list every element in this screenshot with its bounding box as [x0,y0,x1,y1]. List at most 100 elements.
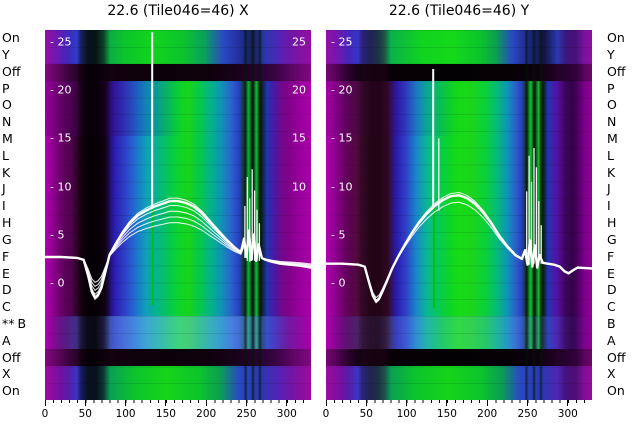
row-label-text: I [607,198,611,214]
row-label-text: B [17,315,27,331]
x-major-tick [446,400,448,406]
amp-tick-label-left: - 15 [50,131,72,145]
x-major-tick [406,400,408,406]
x-tick-label: 300 [276,408,297,420]
left-row-axis: On Y Off P O N M L K J I H G F E D C ** B A Off X On [0,30,45,400]
x-tick-label: 0 [41,408,49,420]
row-label-h-11: H [2,215,45,232]
pulse-trace-fan [326,201,592,299]
x-major-tick [286,400,288,406]
x-major-tick [84,400,86,406]
row-label-text: On [2,30,20,46]
row-label-text: O [2,97,12,113]
row-label-j-9: J [607,181,640,198]
row-label-text: E [607,265,615,281]
row-label-text: H [2,215,12,231]
row-label-h-11: H [607,215,640,232]
row-label-text: P [607,80,615,96]
row-label-text: H [607,215,617,231]
row-label-n-5: N [2,114,45,131]
row-label-text: J [2,181,6,197]
right-row-axis: On Y Off P O N M L K J I H G F E D C B A Off X On [607,30,640,400]
row-label-j-9: J [2,181,45,198]
row-label-d-15: D [607,282,640,299]
amp-tick-label-right: 20 [292,83,306,97]
row-flag-marker: ** [2,315,15,331]
row-label-text: Y [2,46,10,62]
amp-tick-label-left: - 10 [50,180,72,194]
pulse-trace-main [326,194,592,303]
row-label-a-18: A [607,333,640,350]
row-label-o-4: O [607,97,640,114]
row-label-e-14: E [607,265,640,282]
row-label-x-20: X [607,366,640,383]
heatmap-column-overlay [45,30,311,400]
row-label-c-16: C [607,299,640,316]
pulse-trace-fan [45,216,311,287]
amp-tick-label-left: - 25 [331,35,353,49]
row-label-text: B [607,315,616,331]
pulse-trace-fan [45,197,311,300]
row-label-text: P [2,80,10,96]
row-label-m-6: M [2,131,45,148]
pulse-trace-fan [45,222,311,283]
x-tick-label: 50 [359,408,373,420]
row-label-text: E [2,265,10,281]
pulse-traces-svg [326,69,592,309]
row-label-l-7: L [607,148,640,165]
x-tick-label: 100 [115,408,136,420]
row-label-on-0: On [607,30,640,47]
row-label-text: N [607,114,617,130]
x-tick-label: 0 [322,408,330,420]
row-label-text: On [607,30,625,46]
x-major-tick [527,400,528,406]
row-label-text: M [607,131,618,147]
x-tick-label: 150 [155,408,176,420]
x-axis-panel-x: 0 50 100 150 200 250 300 [41,400,311,428]
row-label-y-1: Y [2,47,45,64]
row-label-p-3: P [607,80,640,97]
x-major-tick [365,400,367,406]
pulse-trace-fan [45,205,311,295]
x-major-tick [125,400,127,406]
row-label-text: F [2,248,10,264]
pulse-traces-svg [45,32,311,306]
row-label-d-15: D [2,282,45,299]
row-label-text: Off [607,63,626,79]
row-label-text: A [607,332,616,348]
x-tick-label: 200 [196,408,217,420]
row-label-p-3: P [2,80,45,97]
row-label-c-16: C [2,299,45,316]
row-label-text: D [2,282,12,298]
amp-tick-label-right: 15 [292,131,306,145]
amp-tick-label-left: - 5 [331,228,346,242]
amp-tick-label-right: 25 [292,35,306,49]
heatmap-panel-x: - 25 - 20 - 15 - 10 - 5 - 0 25 20 15 10 [45,30,311,400]
pulse-trace-main [45,199,311,299]
row-label-l-7: L [2,148,45,165]
row-label-off-2: Off [607,64,640,81]
row-label-g-12: G [2,232,45,249]
row-label-text: I [2,198,6,214]
row-label-text: On [2,383,20,399]
x-major-tick [205,400,207,406]
minor-ticks-strip [45,400,311,403]
x-tick-label: 300 [557,408,578,420]
heatmap-panel-y: - 25 - 20 - 15 - 10 - 5 - 0 [326,30,592,400]
row-label-text: C [607,299,616,315]
row-label-text: Y [607,46,615,62]
row-label-b-17: ** B [2,316,45,333]
x-major-tick [165,400,167,406]
row-label-text: N [2,114,12,130]
row-label-n-5: N [607,114,640,131]
amp-tick-label-left: - 20 [50,83,72,97]
x-tick-label: 250 [517,408,538,420]
row-label-text: G [2,231,12,247]
x-major-tick [44,400,46,406]
amp-tick-label-left: - 0 [50,276,65,290]
amp-tick-label-left: - 25 [50,35,72,49]
row-label-text: M [2,131,13,147]
row-label-e-14: E [2,265,45,282]
row-label-text: F [607,248,615,264]
